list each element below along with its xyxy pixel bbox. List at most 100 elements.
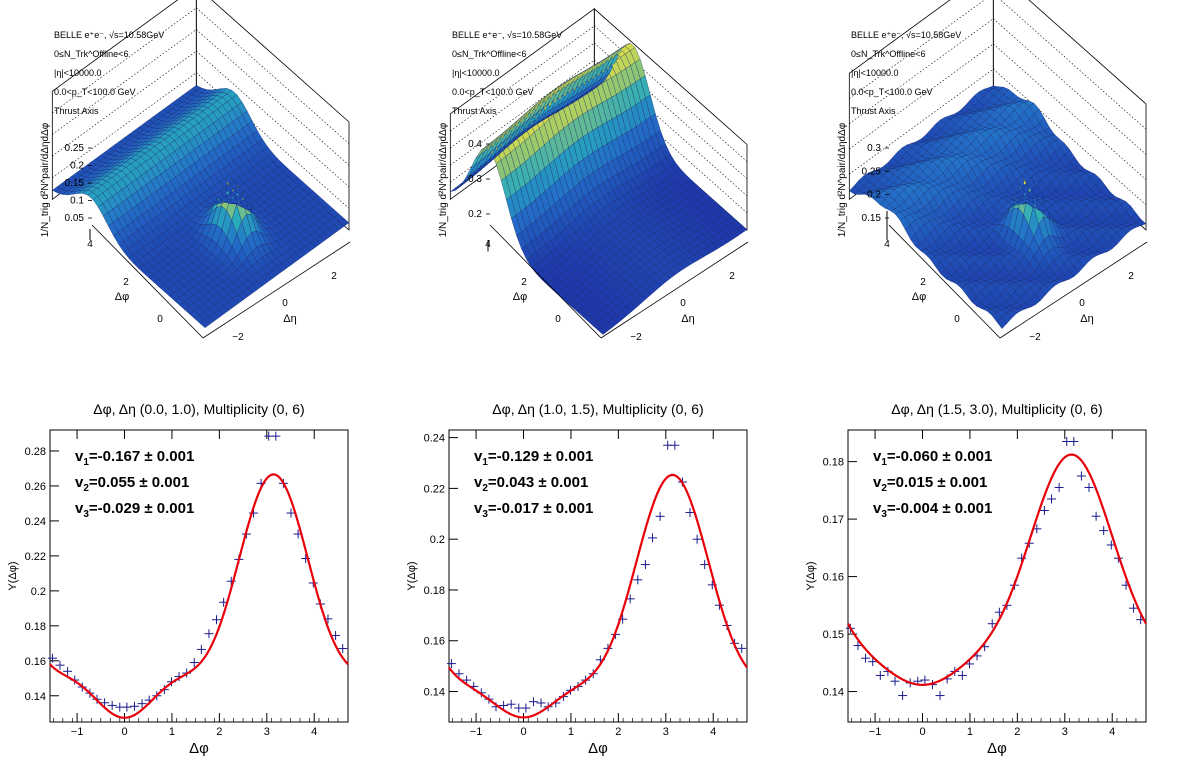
info-text: 0.0<p_T<100.0 GeV [851,87,933,97]
x-axis-label: Δφ [588,740,608,757]
y-tick-label: 0.2 [31,586,46,598]
data-point [204,629,214,639]
x-tick-label: 4 [1109,726,1115,738]
eta-axis-line [202,241,351,339]
z-tick-label: 0.3 [468,174,482,185]
info-text: Thrust Axis [851,106,896,116]
data-point [633,575,643,585]
box-grid-line [196,29,350,166]
x-tick-label: 3 [264,726,270,738]
x-tick-label: 4 [710,726,716,738]
fit-result-text: v3=-0.017 ± 0.001 [474,500,593,520]
y-tick-label: 0.24 [424,433,445,445]
eta-tick-label: 2 [331,271,337,282]
data-point [1039,505,1049,515]
data-point [1069,436,1079,446]
box-grid-line [993,43,1147,180]
fit-curve [49,473,349,719]
y-tick-label: 0.22 [25,551,46,563]
phi-tick-label: 2 [920,277,926,288]
z-axis-label: 1/N_trig d²N^pair/dΔηdΔφ [40,122,51,237]
box-grid-line [993,68,1147,206]
box-grid-line [1000,0,1147,130]
info-text: BELLE e⁺e⁻, √s=10.58GeV [452,30,562,40]
x-tick-label: 1 [967,726,973,738]
box-grid-line [594,42,748,179]
data-point [499,700,509,710]
box-grid-line [594,25,748,162]
z-axis-label: 1/N_trig d²N^pair/dΔηdΔφ [438,122,449,237]
data-point [737,643,747,653]
plot-title: Δφ, Δη (1.0, 1.5), Multiplicity (0, 6) [492,401,703,417]
phi-axis-label: Δφ [115,291,129,303]
eta-tick-label: 2 [729,271,735,282]
y-tick-label: 0.24 [25,516,46,528]
surface-plots-row: 0.25 0.2 0.15 0.1 0.05 1/N_trig d²N^pair/dΔηd… [40,0,1148,343]
phi-tick-label: 2 [123,277,129,288]
data-point [1084,482,1094,492]
x-tick-label: 0 [121,726,127,738]
eta-tick-label: 2 [1128,271,1134,282]
phi-tick-label: 0 [954,314,960,325]
info-text: |η|<10000.0 [851,68,898,78]
phi-axis-label: Δφ [513,291,527,303]
data-point [692,534,702,544]
box-grid-line [993,18,1147,155]
surface-cell [736,224,748,234]
data-point [338,644,348,654]
info-text: Thrust Axis [452,106,497,116]
z-tick-label: 0.2 [70,161,84,172]
fit-result-text: v2=0.055 ± 0.001 [75,474,189,494]
y-tick-label: 0.18 [25,621,46,633]
surface-panel-3: 0.3 0.25 0.2 0.15 1/N_trig d²N^pair/dΔηdΔφ 4 2… [837,0,1148,343]
eta-tick-label: −2 [630,332,642,343]
data-point [286,508,296,518]
projection-plots-row: Δφ, Δη (0.0, 1.0), Multiplicity (0, 6) −1… [7,401,1147,757]
info-text: |η|<10000.0 [54,68,101,78]
y-tick-label: 0.16 [424,636,445,648]
data-point [506,699,516,709]
z-tick-label: 0.05 [65,213,85,224]
data-point [1099,526,1109,536]
surface-cell [1135,219,1147,226]
y-tick-label: 0.16 [25,656,46,668]
projection-panel-1: Δφ, Δη (0.0, 1.0), Multiplicity (0, 6) −1… [7,401,349,757]
data-point [670,440,680,450]
phi-tick-label: 4 [884,239,890,250]
data-point [875,670,885,680]
fit-result-text: v1=-0.060 ± 0.001 [873,448,992,468]
z-tick-label: 0.3 [867,143,881,154]
info-text: |η|<10000.0 [452,68,499,78]
data-point [1076,471,1086,481]
box-grid-line [52,7,197,114]
data-point [271,431,281,441]
data-point [47,653,57,663]
data-point [853,641,863,651]
data-point [920,675,930,685]
data-point [129,701,139,711]
data-point [957,670,967,680]
y-axis-label: Y(Δφ) [805,561,817,590]
plot-frame [847,429,1147,723]
projection-panel-2: Δφ, Δη (1.0, 1.5), Multiplicity (0, 6) −1… [406,401,748,757]
eta-tick-label: 0 [680,298,686,309]
fit-curve [847,453,1147,686]
info-text: 0≤N_Trk^Offline<6 [452,49,526,59]
fit-result-text: v3=-0.004 ± 0.001 [873,500,992,520]
y-tick-label: 0.14 [424,687,445,699]
info-text: Thrust Axis [54,106,99,116]
y-axis-label: Y(Δφ) [7,561,19,590]
data-point [898,691,908,701]
eta-axis-label: Δη [283,313,296,325]
info-text: 0≤N_Trk^Offline<6 [54,49,128,59]
y-tick-label: 0.2 [430,534,445,546]
plot-frame [49,429,349,723]
y-axis-label: Y(Δφ) [406,561,418,590]
x-axis-label: Δφ [189,740,209,757]
phi-tick-label: 2 [521,277,527,288]
fit-result-text: v1=-0.167 ± 0.001 [75,448,194,468]
surface-panel-1: 0.25 0.2 0.15 0.1 0.05 1/N_trig d²N^pair/dΔηd… [40,0,351,343]
data-point [1091,511,1101,521]
eta-axis-label: Δη [681,313,694,325]
eta-tick-label: 0 [282,298,288,309]
